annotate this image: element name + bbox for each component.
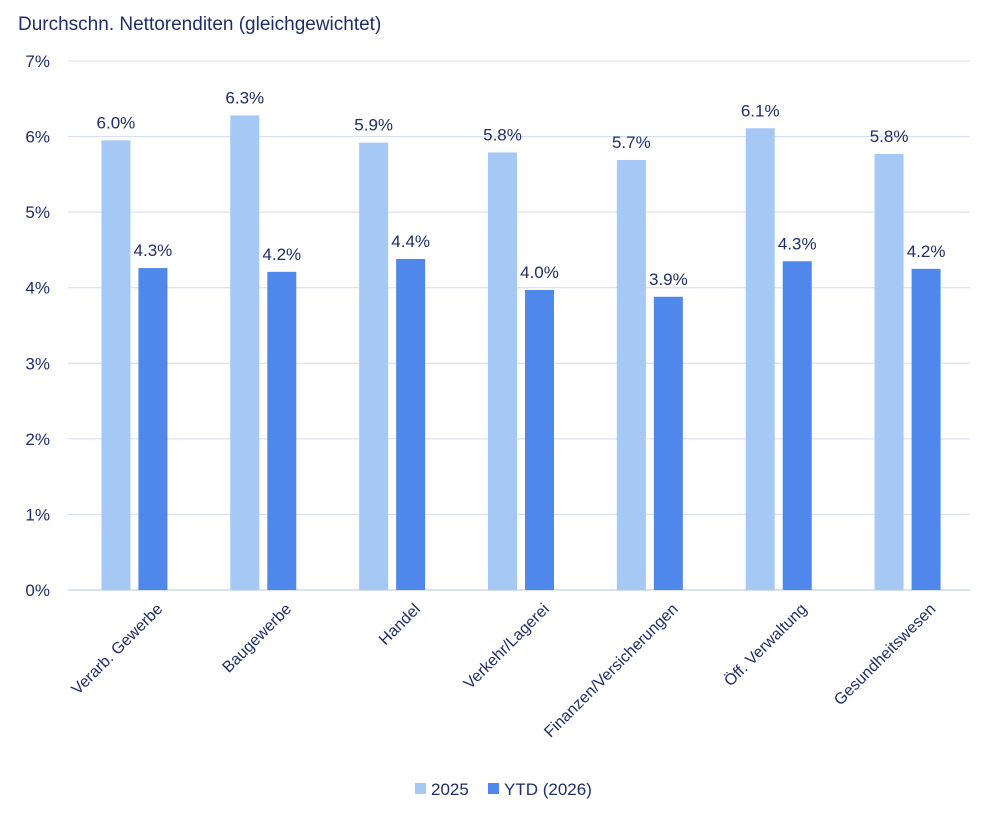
data-label: 3.9% <box>649 270 688 289</box>
y-tick-label: 5% <box>25 203 50 222</box>
data-label: 4.0% <box>520 263 559 282</box>
bar-series-1 <box>874 153 904 590</box>
bar-series-2 <box>267 271 297 590</box>
data-label: 5.9% <box>354 116 393 135</box>
bar-series-1 <box>359 142 389 591</box>
x-category-label: Gesundheitswesen <box>831 601 939 709</box>
data-label: 4.2% <box>262 245 301 264</box>
y-tick-label: 6% <box>25 128 50 147</box>
data-label: 4.3% <box>134 241 173 260</box>
bar-series-1 <box>488 152 517 591</box>
x-category-label: Handel <box>376 601 424 649</box>
y-tick-label: 3% <box>25 354 50 373</box>
x-category-label: Verkehr/Lagerei <box>461 601 553 693</box>
y-tick-label: 7% <box>25 52 50 71</box>
data-label: 5.7% <box>612 133 651 152</box>
legend-label: YTD (2026) <box>504 780 592 799</box>
bars-layer <box>101 115 941 591</box>
legend-swatch <box>488 783 499 794</box>
y-tick-label: 0% <box>25 581 50 600</box>
data-labels-layer: 6.0% 4.3% 6.3% 4.2% 5.9% 4.4% 5.8% 4.0% 5.7% 3.9%… <box>97 88 946 288</box>
chart-title: Durchschn. Nettorenditen (gleichgewichte… <box>18 14 381 35</box>
legend-label: 2025 <box>431 780 469 799</box>
bar-series-1 <box>745 128 775 590</box>
data-label: 6.3% <box>225 88 264 107</box>
bar-series-2 <box>911 268 941 590</box>
bar-series-2 <box>525 289 554 590</box>
x-category-label: Verarb. Gewerbe <box>69 601 167 699</box>
data-label: 4.3% <box>778 234 817 253</box>
category-labels-layer: Verarb. Gewerbe Baugewerbe Handel Verkehr/L… <box>69 600 940 741</box>
bar-series-2 <box>782 261 812 590</box>
x-category-label: Finanzen/Versicherungen <box>541 601 681 741</box>
legend: 2025 YTD (2026) <box>415 780 592 799</box>
data-label: 6.0% <box>97 113 136 132</box>
bar-series-1 <box>101 140 131 590</box>
data-label: 5.8% <box>483 125 522 144</box>
data-label: 6.1% <box>741 101 780 120</box>
bar-series-2 <box>396 258 426 590</box>
x-category-label: Baugewerbe <box>220 601 296 677</box>
y-tick-label: 1% <box>25 505 50 524</box>
bar-series-2 <box>653 296 683 590</box>
data-label: 4.4% <box>391 232 430 251</box>
data-label: 5.8% <box>870 127 909 146</box>
x-category-label: Öff. Verwaltung <box>721 600 811 690</box>
grid-layer: 0% 1% 2% 3% 4% 5% 6% 7% <box>25 52 970 600</box>
y-tick-label: 2% <box>25 430 50 449</box>
legend-swatch <box>415 783 426 794</box>
bar-series-1 <box>230 115 260 590</box>
data-label: 4.2% <box>907 242 946 261</box>
bar-series-2 <box>138 268 168 590</box>
y-tick-label: 4% <box>25 279 50 298</box>
bar-series-1 <box>616 159 646 590</box>
